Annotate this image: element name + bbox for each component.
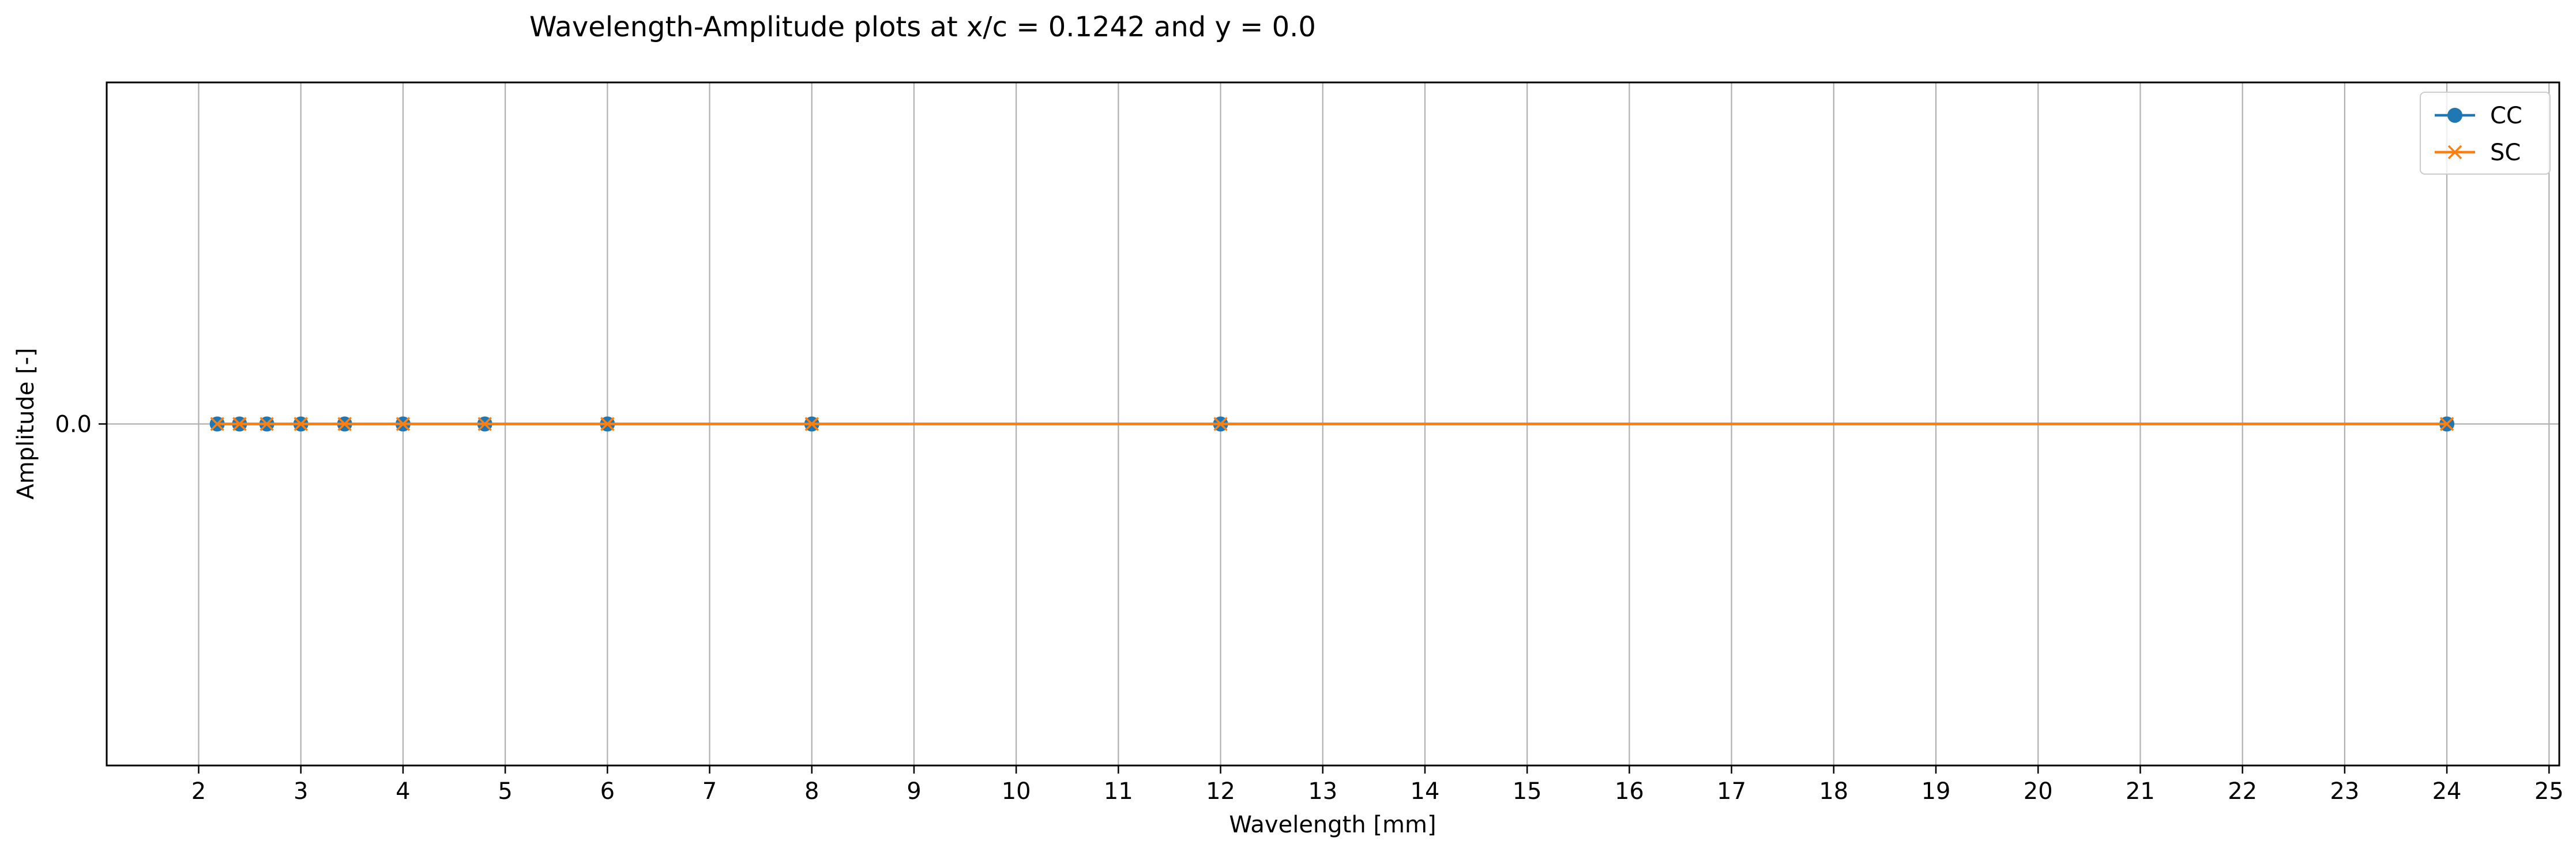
x-tick-label: 6 [600,778,615,805]
x-axis-ticks: 2 3 4 5 6 7 8 9 10 11 12 13 14 15 16 17 18 19 20 21 22 23 24 25 [191,766,2564,805]
series-sc-point [2439,417,2454,431]
x-tick-label: 11 [1104,778,1133,805]
series-sc-point-stroke-b [396,417,411,431]
x-tick-label: 4 [396,778,410,805]
legend-entries: CC SC [2435,103,2522,166]
x-tick-label: 24 [2432,778,2462,805]
series-sc-point [294,417,308,431]
legend-entry-cc: CC [2435,103,2522,129]
legend-swatch-marker-stroke-b [2447,145,2462,160]
series-sc-point-stroke-b [600,417,615,431]
chart-title: Wavelength-Amplitude plots at x/c = 0.12… [529,11,1316,43]
x-tick-label: 15 [1513,778,1542,805]
series-sc-point [337,417,352,431]
x-tick-label: 21 [2126,778,2155,805]
x-tick-label: 22 [2228,778,2257,805]
x-tick-label: 23 [2330,778,2359,805]
series-sc-point [1213,417,1228,431]
x-tick-label: 16 [1615,778,1644,805]
series-sc-point-stroke-b [477,417,492,431]
x-tick-label: 12 [1206,778,1235,805]
x-tick-label: 20 [2024,778,2053,805]
x-axis-label: Wavelength [mm] [1229,812,1436,838]
x-tick-label: 25 [2534,778,2564,805]
x-tick-label: 13 [1308,778,1337,805]
x-tick-label: 17 [1717,778,1746,805]
plot-series [209,416,2455,432]
series-sc-point-stroke-b [294,417,308,431]
series-sc-point-stroke-b [2439,417,2454,431]
x-tick-label: 18 [1819,778,1848,805]
legend-label-cc: CC [2490,103,2522,129]
series-sc-point-stroke-b [210,417,224,431]
series-sc-point-stroke-b [232,417,247,431]
series-sc-point-stroke-b [337,417,352,431]
series-sc-point [210,417,224,431]
y-axis-ticks: 0.0 [55,412,107,438]
x-tick-label: 19 [1921,778,1951,805]
legend: CC SC [2420,92,2551,175]
x-tick-label: 10 [1002,778,1031,805]
y-axis-label: Amplitude [-] [13,348,39,499]
series-sc [210,417,2454,431]
x-tick-label: 5 [498,778,512,805]
legend-swatch-marker [2447,145,2462,160]
series-sc-point-stroke-b [1213,417,1228,431]
x-tick-label: 9 [907,778,921,805]
legend-swatch-marker [2447,108,2462,123]
series-sc-point [477,417,492,431]
y-tick-label: 0.0 [55,412,92,438]
x-tick-label: 2 [191,778,206,805]
series-sc-point [804,417,819,431]
series-sc-point [600,417,615,431]
legend-entry-sc: SC [2435,139,2521,166]
x-tick-label: 7 [702,778,717,805]
series-sc-point [396,417,411,431]
series-sc-point-stroke-b [260,417,274,431]
series-sc-point [260,417,274,431]
x-tick-label: 14 [1411,778,1440,805]
legend-label-sc: SC [2490,139,2521,166]
legend-box [2420,92,2551,175]
series-sc-point-stroke-b [804,417,819,431]
series-sc-point [232,417,247,431]
x-tick-label: 3 [294,778,308,805]
x-tick-label: 8 [804,778,819,805]
